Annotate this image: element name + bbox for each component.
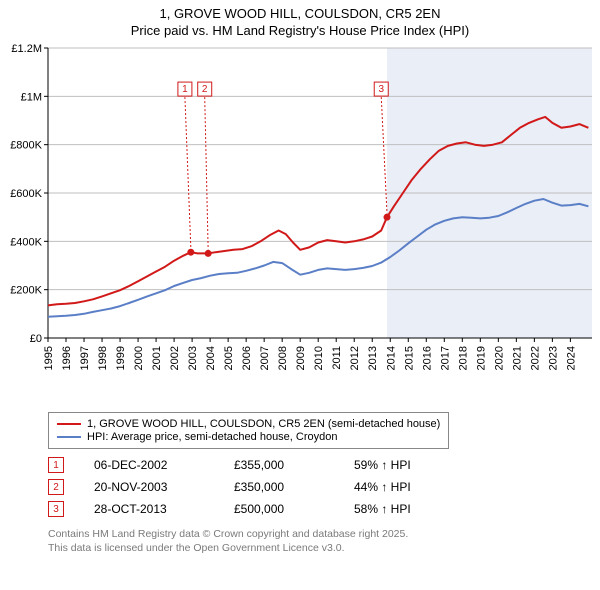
title-line-1: 1, GROVE WOOD HILL, COULSDON, CR5 2EN (0, 6, 600, 21)
legend-row: HPI: Average price, semi-detached house,… (57, 431, 440, 443)
svg-text:2004: 2004 (205, 346, 217, 370)
svg-text:1: 1 (182, 84, 188, 95)
chart-titles: 1, GROVE WOOD HILL, COULSDON, CR5 2EN Pr… (0, 0, 600, 38)
svg-text:£1.2M: £1.2M (11, 43, 42, 55)
svg-text:2021: 2021 (511, 346, 523, 370)
svg-text:2013: 2013 (367, 346, 379, 370)
svg-text:2007: 2007 (259, 346, 271, 370)
marker-price: £500,000 (234, 502, 324, 516)
footer-line-2: This data is licensed under the Open Gov… (48, 541, 600, 555)
marker-hpi: 58% ↑ HPI (354, 502, 454, 516)
line-chart-svg: £0 £200K £400K £600K £800K £1M £1.2M 1995 1996 19… (0, 38, 600, 408)
svg-text:1996: 1996 (61, 346, 73, 370)
svg-text:2006: 2006 (241, 346, 253, 370)
svg-text:2009: 2009 (295, 346, 307, 370)
svg-text:£400K: £400K (10, 236, 42, 248)
attribution-footer: Contains HM Land Registry data © Crown c… (48, 527, 600, 563)
svg-text:2018: 2018 (457, 346, 469, 370)
marker-number: 3 (48, 501, 64, 517)
svg-text:2020: 2020 (493, 346, 505, 370)
svg-text:2015: 2015 (403, 346, 415, 370)
marker-hpi: 59% ↑ HPI (354, 458, 454, 472)
legend-label: 1, GROVE WOOD HILL, COULSDON, CR5 2EN (s… (87, 418, 440, 430)
svg-text:2003: 2003 (187, 346, 199, 370)
svg-text:2011: 2011 (331, 346, 343, 370)
svg-text:2012: 2012 (349, 346, 361, 370)
svg-text:2024: 2024 (565, 346, 577, 370)
svg-text:£0: £0 (30, 333, 42, 345)
svg-text:2017: 2017 (439, 346, 451, 370)
footer-line-1: Contains HM Land Registry data © Crown c… (48, 527, 600, 541)
marker-price: £350,000 (234, 480, 324, 494)
svg-text:£200K: £200K (10, 285, 42, 297)
svg-text:£1M: £1M (21, 91, 42, 103)
svg-text:2008: 2008 (277, 346, 289, 370)
svg-text:2023: 2023 (547, 346, 559, 370)
legend-row: 1, GROVE WOOD HILL, COULSDON, CR5 2EN (s… (57, 418, 440, 430)
marker-date: 06-DEC-2002 (94, 458, 204, 472)
svg-text:3: 3 (378, 84, 384, 95)
svg-text:£600K: £600K (10, 188, 42, 200)
svg-text:1995: 1995 (43, 346, 55, 370)
svg-text:£800K: £800K (10, 140, 42, 152)
svg-text:2: 2 (202, 84, 208, 95)
svg-text:2014: 2014 (385, 346, 397, 370)
legend-swatch (57, 436, 81, 438)
marker-number: 2 (48, 479, 64, 495)
svg-text:2001: 2001 (151, 346, 163, 370)
marker-date: 28-OCT-2013 (94, 502, 204, 516)
marker-row: 2 20-NOV-2003 £350,000 44% ↑ HPI (48, 479, 600, 495)
svg-text:1998: 1998 (97, 346, 109, 370)
legend: 1, GROVE WOOD HILL, COULSDON, CR5 2EN (s… (48, 412, 449, 449)
svg-text:1997: 1997 (79, 346, 91, 370)
sales-markers-table: 1 06-DEC-2002 £355,000 59% ↑ HPI 2 20-NOV-200… (48, 457, 600, 517)
svg-text:2005: 2005 (223, 346, 235, 370)
marker-row: 3 28-OCT-2013 £500,000 58% ↑ HPI (48, 501, 600, 517)
marker-row: 1 06-DEC-2002 £355,000 59% ↑ HPI (48, 457, 600, 473)
legend-swatch (57, 423, 81, 425)
svg-text:1999: 1999 (115, 346, 127, 370)
svg-text:2019: 2019 (475, 346, 487, 370)
chart-area: £0 £200K £400K £600K £800K £1M £1.2M 1995 1996 19… (0, 38, 600, 408)
marker-hpi: 44% ↑ HPI (354, 480, 454, 494)
marker-date: 20-NOV-2003 (94, 480, 204, 494)
marker-number: 1 (48, 457, 64, 473)
svg-text:2000: 2000 (133, 346, 145, 370)
svg-text:2016: 2016 (421, 346, 433, 370)
svg-text:2010: 2010 (313, 346, 325, 370)
svg-text:2022: 2022 (529, 346, 541, 370)
legend-label: HPI: Average price, semi-detached house,… (87, 431, 338, 443)
marker-price: £355,000 (234, 458, 324, 472)
title-line-2: Price paid vs. HM Land Registry's House … (0, 23, 600, 38)
svg-text:2002: 2002 (169, 346, 181, 370)
